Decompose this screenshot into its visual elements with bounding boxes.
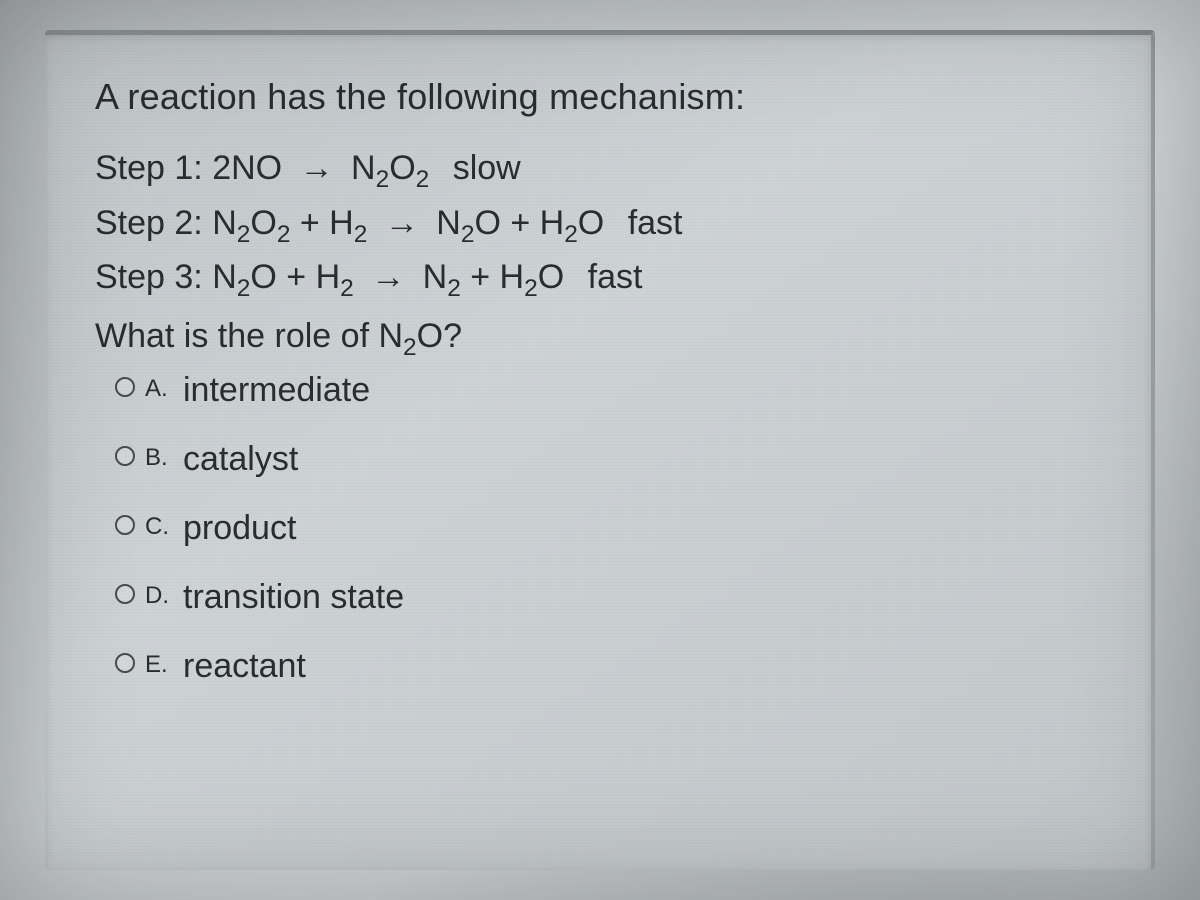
option-text: catalyst bbox=[183, 440, 298, 479]
option-b[interactable]: B. catalyst bbox=[115, 440, 1101, 479]
step-right: N2 + H2O bbox=[423, 258, 565, 296]
step-left: 2NO bbox=[212, 149, 282, 187]
options-group: A. intermediate B. catalyst C. product D… bbox=[95, 371, 1101, 686]
option-letter: E. bbox=[145, 651, 173, 679]
option-c[interactable]: C. product bbox=[115, 509, 1101, 548]
option-letter: D. bbox=[145, 582, 173, 610]
question-line: What is the role of N2O? bbox=[95, 310, 1101, 363]
arrow-icon: → bbox=[371, 251, 405, 304]
radio-icon[interactable] bbox=[115, 584, 135, 604]
option-letter: B. bbox=[145, 444, 173, 472]
radio-icon[interactable] bbox=[115, 653, 135, 673]
step-left: N2O2 + H2 bbox=[212, 204, 367, 242]
step-rate: slow bbox=[453, 149, 521, 187]
mechanism-steps: Step 1: 2NO → N2O2 slow Step 2: N2O2 + H… bbox=[95, 142, 1101, 363]
question-prefix: What is the role of bbox=[95, 317, 369, 355]
step-row: Step 3: N2O + H2 → N2 + H2O fast bbox=[95, 251, 1101, 304]
option-letter: C. bbox=[145, 513, 173, 541]
step-right: N2O + H2O bbox=[436, 204, 604, 242]
option-letter: A. bbox=[145, 375, 173, 403]
radio-icon[interactable] bbox=[115, 515, 135, 535]
option-text: product bbox=[183, 509, 296, 548]
question-prompt: A reaction has the following mechanism: bbox=[95, 70, 1101, 124]
question-panel: A reaction has the following mechanism: … bbox=[45, 30, 1155, 870]
option-text: reactant bbox=[183, 647, 306, 686]
option-text: intermediate bbox=[183, 371, 370, 410]
option-a[interactable]: A. intermediate bbox=[115, 371, 1101, 410]
step-right: N2O2 bbox=[351, 149, 429, 187]
step-rate: fast bbox=[628, 204, 683, 242]
option-d[interactable]: D. transition state bbox=[115, 578, 1101, 617]
radio-icon[interactable] bbox=[115, 377, 135, 397]
option-e[interactable]: E. reactant bbox=[115, 647, 1101, 686]
question-suffix: ? bbox=[443, 317, 462, 355]
arrow-icon: → bbox=[300, 142, 334, 195]
option-text: transition state bbox=[183, 578, 404, 617]
step-left: N2O + H2 bbox=[212, 258, 354, 296]
arrow-icon: → bbox=[385, 197, 419, 250]
screen-photo-surface: A reaction has the following mechanism: … bbox=[0, 0, 1200, 900]
step-label: Step 3: bbox=[95, 258, 203, 296]
step-row: Step 1: 2NO → N2O2 slow bbox=[95, 142, 1101, 195]
step-label: Step 1: bbox=[95, 149, 203, 187]
question-species: N2O bbox=[378, 317, 443, 355]
step-row: Step 2: N2O2 + H2 → N2O + H2O fast bbox=[95, 197, 1101, 250]
step-label: Step 2: bbox=[95, 204, 203, 242]
step-rate: fast bbox=[588, 258, 643, 296]
radio-icon[interactable] bbox=[115, 446, 135, 466]
